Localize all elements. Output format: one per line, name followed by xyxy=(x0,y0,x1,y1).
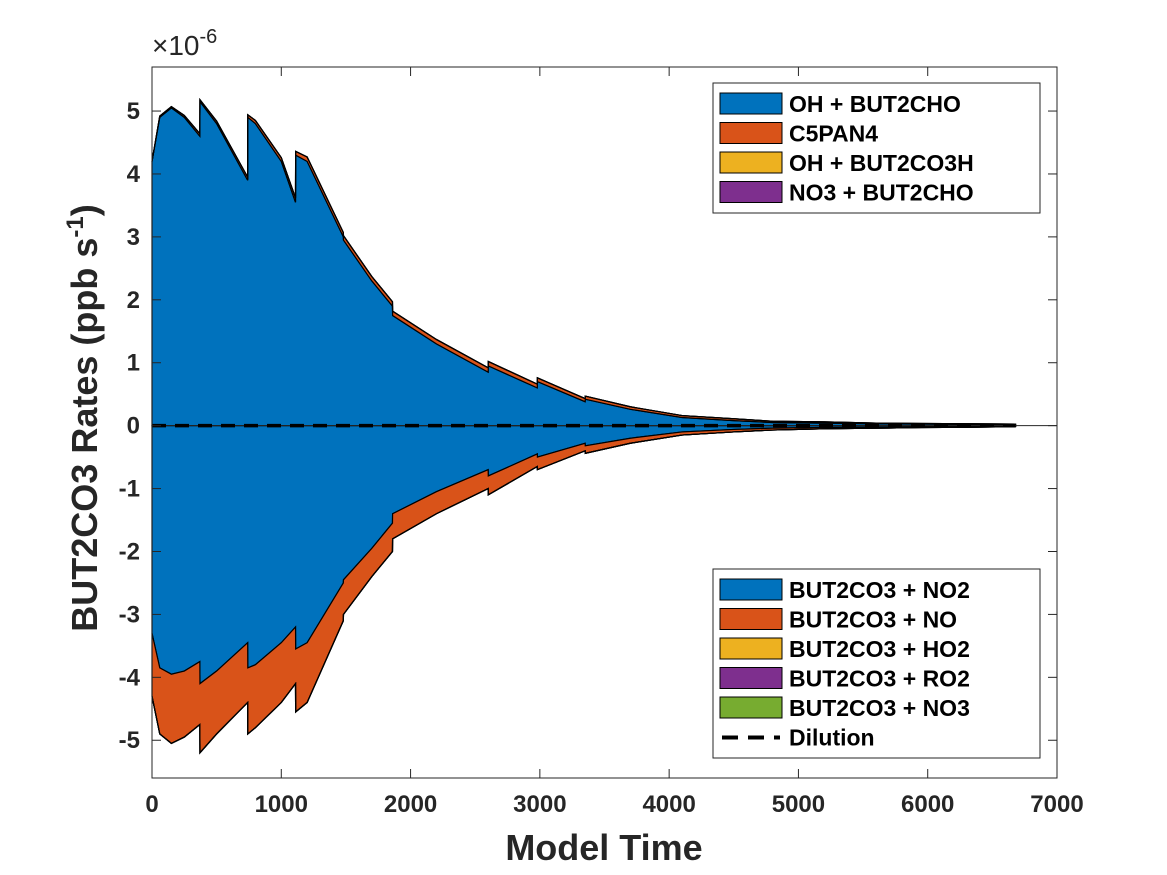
x-tick-label: 2000 xyxy=(384,791,437,818)
y-tick-label: 4 xyxy=(127,161,141,188)
y-multiplier: ×10-6 xyxy=(152,26,217,61)
legend-label: BUT2CO3 + NO xyxy=(789,607,957,633)
y-tick-label: -3 xyxy=(119,601,140,628)
y-axis-label-close: ) xyxy=(64,204,105,216)
legend-entry-c5pan4: C5PAN4 xyxy=(719,121,878,147)
plot-frame xyxy=(151,66,1058,779)
legend-swatch xyxy=(719,122,783,144)
legend-entry-but2co3-no: BUT2CO3 + NO xyxy=(719,607,957,633)
x-tick-label: 7000 xyxy=(1030,791,1083,818)
y-tick-label: -1 xyxy=(119,476,140,503)
x-tick-label: 6000 xyxy=(901,791,954,818)
legend-swatch xyxy=(719,578,783,601)
x-tick-label: 4000 xyxy=(642,791,695,818)
y-tick-label: -2 xyxy=(119,538,140,565)
y-tick-label: 2 xyxy=(127,287,140,314)
area-loss-but2co3-no3 xyxy=(151,425,1016,755)
legend-production: OH + BUT2CHO C5PAN4 OH + BUT2CO3H NO3 + BUT… xyxy=(712,82,1041,214)
legend-label: BUT2CO3 + NO2 xyxy=(789,577,970,603)
area-production-no3-but2cho xyxy=(151,97,1016,425)
legend-entry-oh-but2co3h: OH + BUT2CO3H xyxy=(719,150,974,176)
y-axis-label-main: BUT2CO3 Rates (ppb s xyxy=(64,238,105,632)
legend-swatch xyxy=(719,637,783,660)
legend-entry-but2co3-no3: BUT2CO3 + NO3 xyxy=(719,695,970,721)
x-tick-label: 5000 xyxy=(772,791,825,818)
legend-entry-dilution: Dilution xyxy=(722,725,875,751)
legend-swatch xyxy=(719,92,783,115)
y-axis-label-sup: -1 xyxy=(62,216,89,237)
y-axis-ticks: -5 -4 -3 -2 -1 0 1 2 3 4 5 xyxy=(119,98,1057,754)
legend-entry-oh-but2cho: OH + BUT2CHO xyxy=(719,91,961,117)
x-tick-label: 0 xyxy=(145,791,158,818)
legend-swatch xyxy=(719,181,783,203)
y-tick-label: 3 xyxy=(127,224,140,251)
legend-label: BUT2CO3 + HO2 xyxy=(789,636,970,662)
x-axis-label: Model Time xyxy=(505,827,702,868)
legend-swatch xyxy=(719,608,783,630)
y-tick-label: -4 xyxy=(119,664,141,691)
legend-entry-but2co3-ho2: BUT2CO3 + HO2 xyxy=(719,636,970,662)
legend-label: OH + BUT2CO3H xyxy=(789,150,974,176)
y-axis-label: BUT2CO3 Rates (ppb s-1) xyxy=(62,204,105,631)
y-tick-label: 5 xyxy=(127,98,140,125)
y-tick-label: 1 xyxy=(127,350,140,377)
svg-text:×10-6: ×10-6 xyxy=(152,26,217,61)
legend-label: BUT2CO3 + NO3 xyxy=(789,695,970,721)
legend-label: OH + BUT2CHO xyxy=(789,91,961,117)
x-tick-label: 3000 xyxy=(513,791,566,818)
legend-label: NO3 + BUT2CHO xyxy=(789,180,974,206)
y-multiplier-exponent: -6 xyxy=(200,26,218,48)
legend-entry-but2co3-ro2: BUT2CO3 + RO2 xyxy=(719,666,970,692)
legend-label: BUT2CO3 + RO2 xyxy=(789,666,970,692)
x-tick-label: 1000 xyxy=(255,791,308,818)
legend-label: Dilution xyxy=(789,725,875,751)
y-tick-label: 0 xyxy=(127,413,140,440)
legend-loss: BUT2CO3 + NO2 BUT2CO3 + NO BUT2CO3 + HO2 BU… xyxy=(712,568,1041,759)
legend-label: C5PAN4 xyxy=(789,121,878,147)
x-axis-ticks: 0 1000 2000 3000 4000 5000 6000 7000 xyxy=(145,67,1084,818)
legend-entry-no3-but2cho: NO3 + BUT2CHO xyxy=(719,180,974,206)
y-multiplier-prefix: ×10 xyxy=(152,30,200,61)
legend-swatch xyxy=(719,696,783,719)
legend-swatch xyxy=(719,151,783,174)
legend-entry-but2co3-no2: BUT2CO3 + NO2 xyxy=(719,577,970,603)
legend-swatch xyxy=(719,667,783,689)
y-tick-label: -5 xyxy=(119,727,140,754)
